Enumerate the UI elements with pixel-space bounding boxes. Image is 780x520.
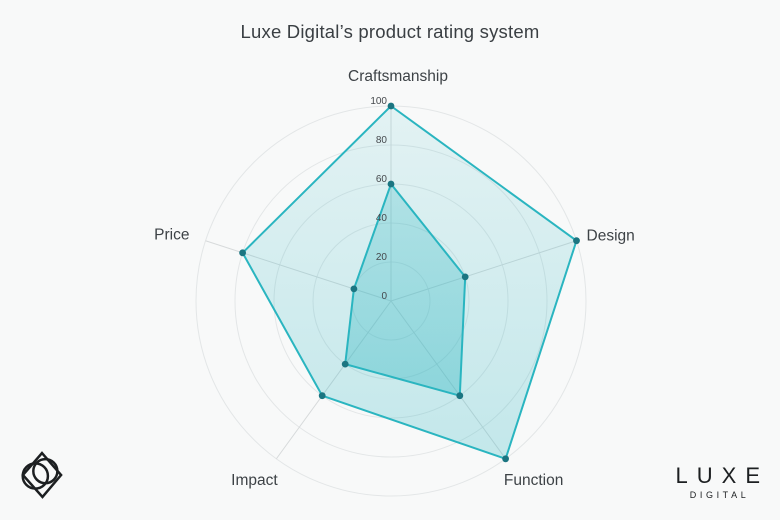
radial-tick-label: 80 (376, 135, 388, 146)
data-point-marker (239, 249, 247, 257)
radar-series (239, 102, 580, 463)
data-point-marker (387, 102, 395, 110)
category-label-impact: Impact (231, 472, 278, 489)
category-label-design: Design (587, 228, 635, 245)
category-label-function: Function (504, 472, 563, 489)
radial-tick-label: 20 (376, 252, 388, 263)
luxe-digital-emblem-icon (21, 451, 63, 499)
radial-tick-label: 0 (381, 291, 387, 302)
wordmark-luxe: LUXE (675, 463, 769, 488)
radial-tick-label: 100 (370, 96, 387, 107)
chart-title: Luxe Digital’s product rating system (240, 21, 540, 42)
radial-tick-label: 40 (376, 213, 388, 224)
category-label-craftsmanship: Craftsmanship (348, 68, 448, 85)
data-point-marker (341, 360, 349, 368)
radar-labels: 0 20 40 60 80 100 Craftsmanship Design Function I… (154, 68, 635, 489)
wordmark-digital: DIGITAL (689, 490, 750, 500)
radial-tick-label: 60 (376, 174, 388, 185)
data-point-marker (502, 455, 509, 463)
category-label-price: Price (154, 227, 189, 244)
data-point-marker (318, 392, 326, 400)
series-polygon (344, 183, 467, 397)
data-point-marker (461, 273, 469, 281)
luxe-digital-wordmark: LUXE DIGITAL (676, 464, 760, 501)
data-point-marker (573, 237, 580, 245)
data-point-marker (387, 180, 395, 188)
data-point-marker (350, 285, 358, 293)
data-point-marker (456, 392, 464, 400)
